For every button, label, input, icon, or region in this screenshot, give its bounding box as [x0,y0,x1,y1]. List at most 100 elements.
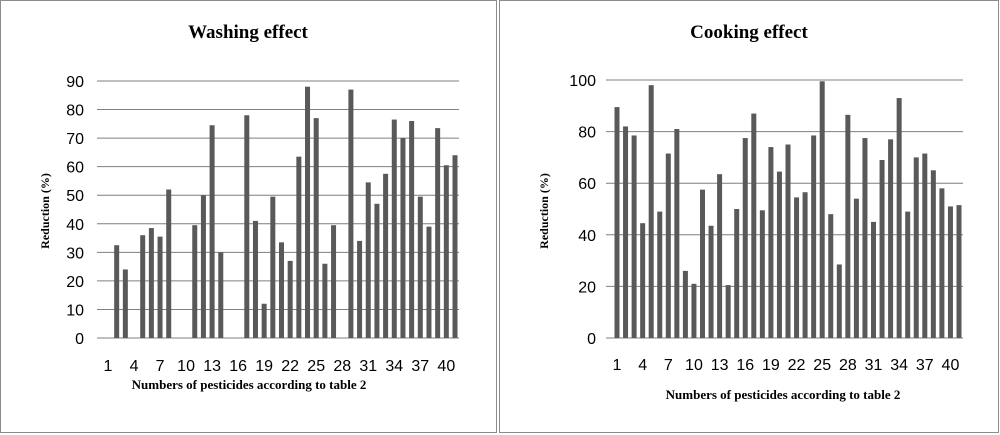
bar-32 [879,159,885,338]
bar-11 [700,189,705,338]
x-tick-label: 16 [736,357,754,374]
x-tick-label: 13 [203,358,221,375]
x-tick-label: 37 [411,358,429,375]
bar-23 [296,156,302,338]
bar-30 [357,240,363,338]
bar-11 [192,225,198,338]
bar-21 [785,144,791,338]
x-tick-label: 25 [307,358,325,375]
bar-36 [409,120,415,338]
bar-2 [114,245,120,338]
x-tick-label: 37 [916,357,934,374]
bar-12 [200,195,206,338]
x-tick-label: 22 [788,357,806,374]
x-tick-label: 7 [156,358,165,375]
x-tick-label: 10 [177,358,195,375]
cooking-effect-panel: Cooking effect 0 20 40 60 80 100 1 4 7 10 13 16 19 22 2… [499,0,999,433]
bar-20 [776,171,782,338]
bar-20 [270,196,276,338]
bar-9 [682,270,688,338]
bar-31 [871,221,876,338]
bar-34 [896,98,902,338]
bar-33 [888,139,894,338]
x-tick-label: 31 [865,357,883,374]
x-tick-label: 1 [104,358,113,375]
bar-33 [383,173,389,338]
bar-23 [802,192,808,338]
bar-30 [862,138,868,338]
bar-17 [751,113,757,338]
bar-8 [674,129,680,338]
bar-29 [348,89,354,338]
cooking-effect-chart: Cooking effect 0 20 40 60 80 100 1 4 7 10 13 16 19 22 2… [537,22,963,402]
bar-18 [759,210,765,338]
x-tick-label: 28 [333,358,351,375]
bar-6 [657,211,663,338]
bar-22 [287,260,293,338]
bar-5 [648,85,654,338]
bar-18 [252,220,258,338]
bar-41 [956,205,962,338]
bar-26 [828,214,834,338]
bar-3 [631,135,637,338]
bar-24 [811,135,817,338]
bar-2 [623,126,629,338]
bar-31 [365,182,371,338]
bar-27 [836,264,842,338]
y-tick-label: 20 [66,274,84,291]
x-axis-label: Numbers of pesticides according to table… [132,377,367,392]
bar-7 [157,236,163,338]
x-tick-label: 34 [385,358,403,375]
bar-39 [939,188,945,338]
bar-14 [725,285,731,338]
x-axis-label: Numbers of pesticides according to table… [666,387,901,402]
x-tick-label: 10 [685,357,703,374]
bar-6 [148,228,154,338]
bar-26 [322,263,328,338]
bar-14 [218,252,224,338]
bar-5 [140,235,146,338]
bar-38 [930,170,936,338]
bar-34 [391,119,397,338]
x-tick-label: 31 [359,358,377,375]
y-axis-label: Reduction (%) [537,173,551,249]
x-tick-label: 40 [942,357,960,374]
bar-24 [305,86,311,338]
bar-37 [922,153,928,338]
y-tick-label: 20 [578,279,596,296]
y-tick-label: 100 [569,73,596,90]
bar-32 [374,203,380,338]
x-tick-label: 13 [711,357,729,374]
bar-40 [947,206,953,338]
x-tick-label: 28 [839,357,857,374]
bar-25 [819,81,825,338]
bar-19 [261,303,267,338]
bar-38 [426,226,432,338]
x-tick-label: 7 [664,357,673,374]
bar-36 [913,157,919,338]
washing-effect-panel: Washing effect 0 10 20 30 40 50 60 70 80 90 1 4 7 10 13… [0,0,497,433]
chart-title: Cooking effect [690,22,808,43]
y-tick-label: 0 [587,331,596,348]
y-tick-label: 80 [578,125,596,142]
x-tick-label: 1 [613,357,622,374]
x-tick-label: 4 [638,357,647,374]
y-tick-label: 50 [66,188,84,205]
bar-37 [417,196,423,338]
y-tick-label: 80 [66,103,84,120]
bar-35 [905,211,911,338]
y-tick-label: 10 [66,302,84,319]
bar-13 [717,174,723,338]
bar-8 [166,189,172,338]
y-axis-label: Reduction (%) [38,173,52,249]
x-tick-label: 22 [281,358,299,375]
x-tick-label: 19 [762,357,780,374]
bar-39 [435,128,441,338]
y-tick-label: 30 [66,245,84,262]
bar-7 [665,153,671,338]
x-tick-label: 34 [890,357,908,374]
y-tick-label: 40 [578,228,596,245]
bar-28 [845,114,851,338]
bar-17 [244,115,250,339]
bar-41 [452,155,458,338]
